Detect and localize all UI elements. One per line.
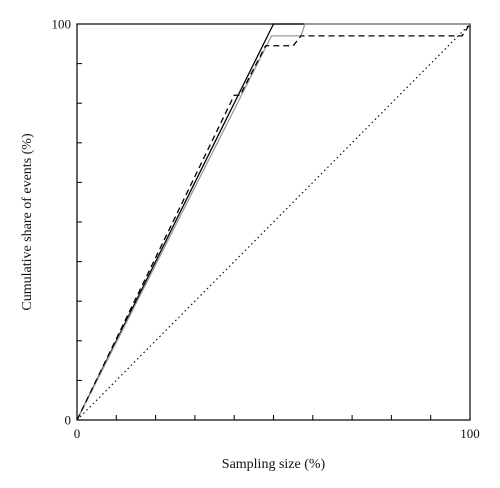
y-axis-title: Cumulative share of events (%) <box>20 133 35 311</box>
x-tick-label: 0 <box>74 426 81 441</box>
plot-frame <box>76 23 471 421</box>
series-line-2-solid <box>76 23 470 421</box>
x-axis-title: Sampling size (%) <box>222 457 326 472</box>
series-line-4-dotted <box>76 23 471 421</box>
y-tick-label: 100 <box>52 17 72 32</box>
series-line-3-dashed <box>76 23 471 421</box>
series-line-1-solid <box>76 23 470 421</box>
x-tick-label: 100 <box>460 426 480 441</box>
y-tick-label: 0 <box>65 413 72 428</box>
